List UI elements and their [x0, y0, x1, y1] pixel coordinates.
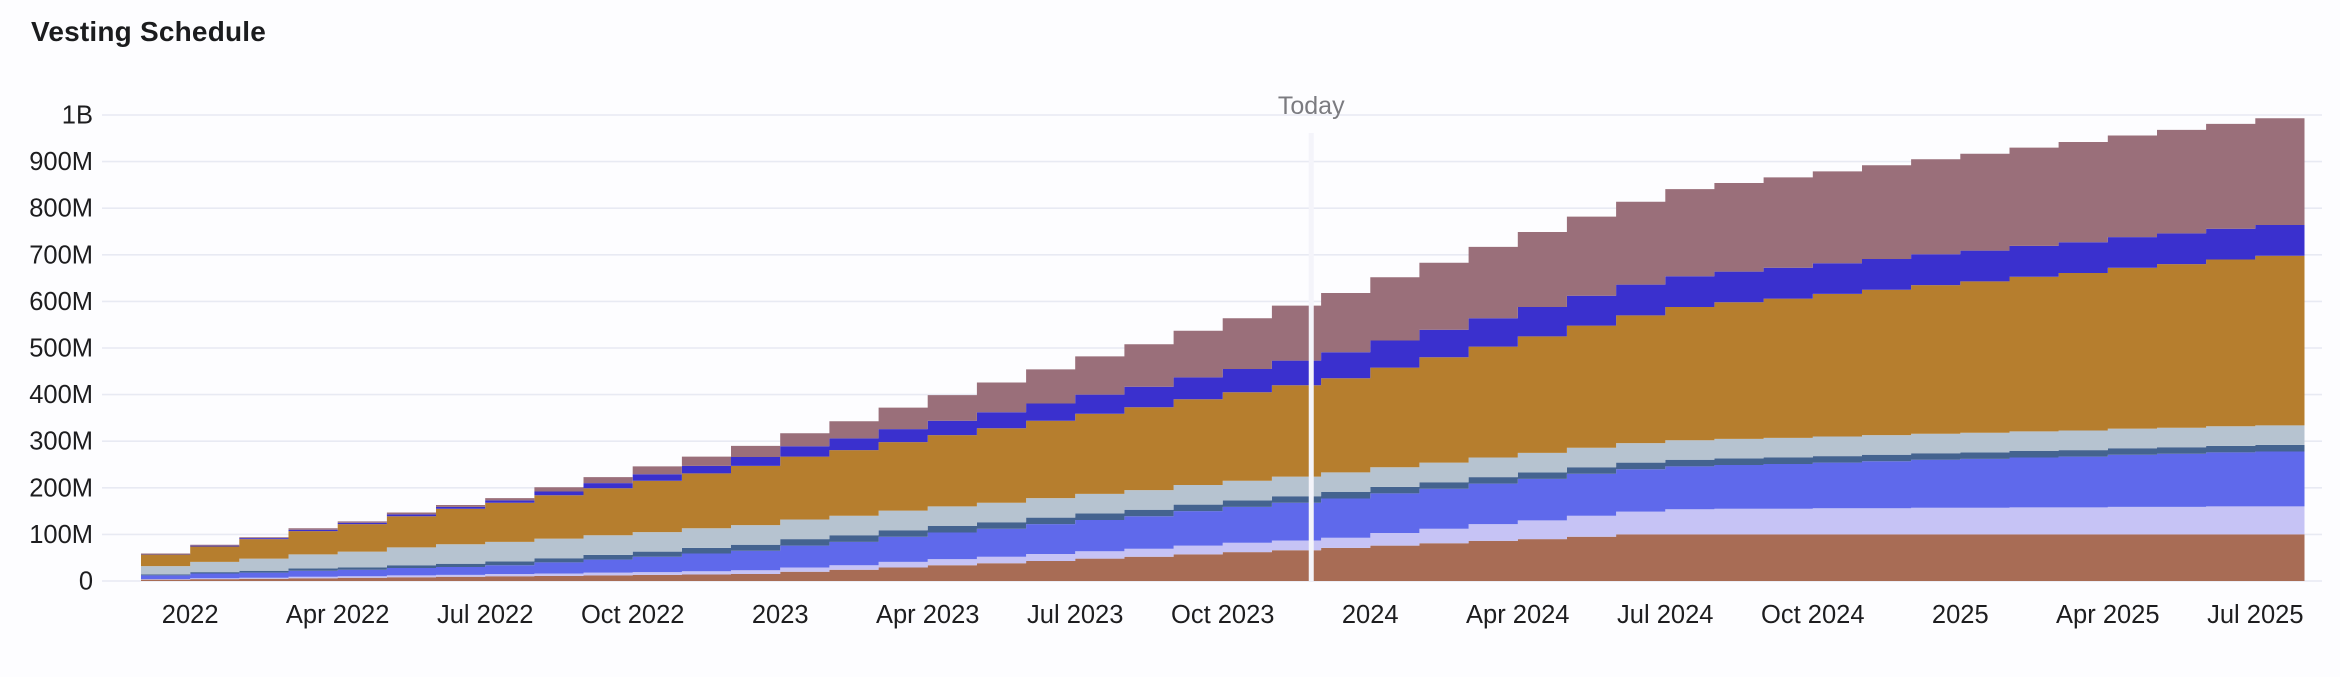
- chart-title: Vesting Schedule: [31, 16, 267, 47]
- x-axis-label: Jul 2022: [437, 601, 533, 629]
- y-axis-label: 100M: [29, 521, 93, 549]
- x-axis-label: Oct 2022: [581, 601, 684, 629]
- x-axis-label: 2025: [1932, 601, 1989, 629]
- y-axis-label: 1B: [62, 102, 93, 130]
- y-axis-label: 700M: [29, 241, 93, 269]
- y-axis-label: 900M: [29, 148, 93, 176]
- y-axis-label: 500M: [29, 335, 93, 363]
- area-band-3-periwinkle[interactable]: [141, 451, 2305, 580]
- x-axis-label: 2023: [752, 601, 809, 629]
- area-band-7-indigo[interactable]: [141, 225, 2305, 555]
- area-band-5-gray-blue[interactable]: [141, 425, 2305, 575]
- area-band-2-lavender[interactable]: [141, 506, 2305, 580]
- x-axis-label: Jul 2025: [2207, 601, 2303, 629]
- area-band-8-mauve[interactable]: [141, 118, 2305, 555]
- area-band-1-sienna[interactable]: [141, 534, 2305, 581]
- area-band-6-amber[interactable]: [141, 255, 2305, 567]
- y-axis-label: 300M: [29, 428, 93, 456]
- today-label: Today: [1278, 92, 1345, 120]
- x-axis-label: Oct 2024: [1761, 601, 1864, 629]
- x-axis-label: Jul 2024: [1617, 601, 1713, 629]
- today-marker-line: [1308, 133, 1314, 581]
- y-axis-label: 600M: [29, 288, 93, 316]
- y-axis-label: 800M: [29, 195, 93, 223]
- x-axis-label: 2024: [1342, 601, 1399, 629]
- y-axis-label: 200M: [29, 474, 93, 502]
- x-axis-label: Apr 2025: [2056, 601, 2160, 629]
- x-axis-label: Apr 2023: [876, 601, 980, 629]
- x-axis-label: Apr 2024: [1466, 601, 1570, 629]
- x-axis-label: Oct 2023: [1171, 601, 1274, 629]
- y-axis-label: 0: [79, 568, 93, 596]
- x-axis-label: 2022: [162, 601, 219, 629]
- x-axis-label: Jul 2023: [1027, 601, 1123, 629]
- y-axis-label: 400M: [29, 381, 93, 409]
- x-axis-label: Apr 2022: [286, 601, 390, 629]
